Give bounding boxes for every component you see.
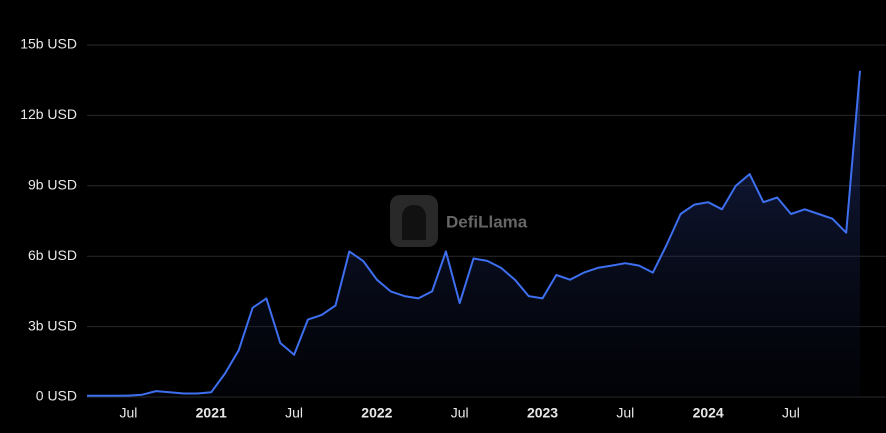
x-tick-label: Jul bbox=[285, 405, 303, 421]
watermark: DefiLlama bbox=[446, 212, 528, 231]
y-tick-label: 15b USD bbox=[20, 36, 77, 52]
x-tick-label: 2024 bbox=[693, 405, 724, 421]
x-tick-label: 2021 bbox=[196, 405, 227, 421]
area bbox=[87, 70, 860, 398]
x-tick-label: Jul bbox=[119, 405, 137, 421]
y-tick-label: 0 USD bbox=[36, 388, 77, 404]
x-tick-label: 2022 bbox=[361, 405, 392, 421]
y-tick-label: 6b USD bbox=[28, 247, 77, 263]
y-tick-label: 3b USD bbox=[28, 317, 77, 333]
watermark-logo bbox=[390, 195, 438, 247]
x-tick-label: Jul bbox=[616, 405, 634, 421]
x-tick-label: 2023 bbox=[527, 405, 558, 421]
y-tick-label: 9b USD bbox=[28, 177, 77, 193]
line bbox=[87, 70, 861, 397]
y-tick-label: 12b USD bbox=[20, 106, 77, 122]
x-tick-label: Jul bbox=[782, 405, 800, 421]
x-tick-label: Jul bbox=[451, 405, 469, 421]
